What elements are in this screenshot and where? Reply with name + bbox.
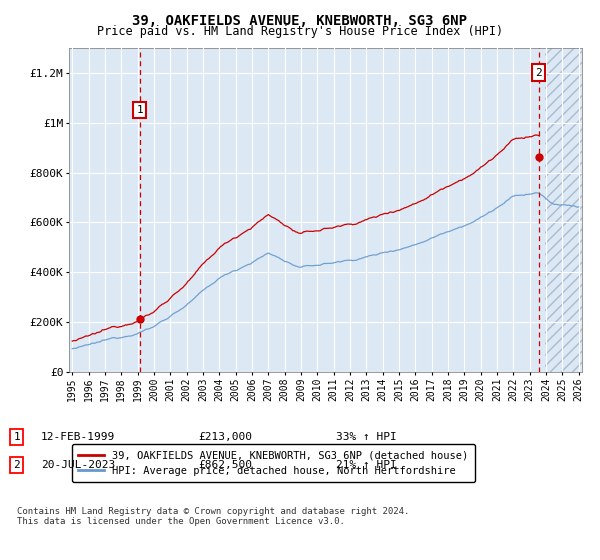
Text: £862,500: £862,500: [198, 460, 252, 470]
Text: £213,000: £213,000: [198, 432, 252, 442]
Text: 1: 1: [13, 432, 20, 442]
Text: Price paid vs. HM Land Registry's House Price Index (HPI): Price paid vs. HM Land Registry's House …: [97, 25, 503, 38]
Text: 20-JUL-2023: 20-JUL-2023: [41, 460, 115, 470]
Text: Contains HM Land Registry data © Crown copyright and database right 2024.
This d: Contains HM Land Registry data © Crown c…: [17, 507, 409, 526]
Text: 39, OAKFIELDS AVENUE, KNEBWORTH, SG3 6NP: 39, OAKFIELDS AVENUE, KNEBWORTH, SG3 6NP: [133, 14, 467, 28]
Text: 33% ↑ HPI: 33% ↑ HPI: [336, 432, 397, 442]
Text: 1: 1: [136, 105, 143, 115]
Text: 12-FEB-1999: 12-FEB-1999: [41, 432, 115, 442]
Legend: 39, OAKFIELDS AVENUE, KNEBWORTH, SG3 6NP (detached house), HPI: Average price, d: 39, OAKFIELDS AVENUE, KNEBWORTH, SG3 6NP…: [71, 444, 475, 482]
Bar: [545, 48, 587, 372]
Text: 2: 2: [13, 460, 20, 470]
Text: 21% ↑ HPI: 21% ↑ HPI: [336, 460, 397, 470]
Text: 2: 2: [535, 68, 542, 78]
